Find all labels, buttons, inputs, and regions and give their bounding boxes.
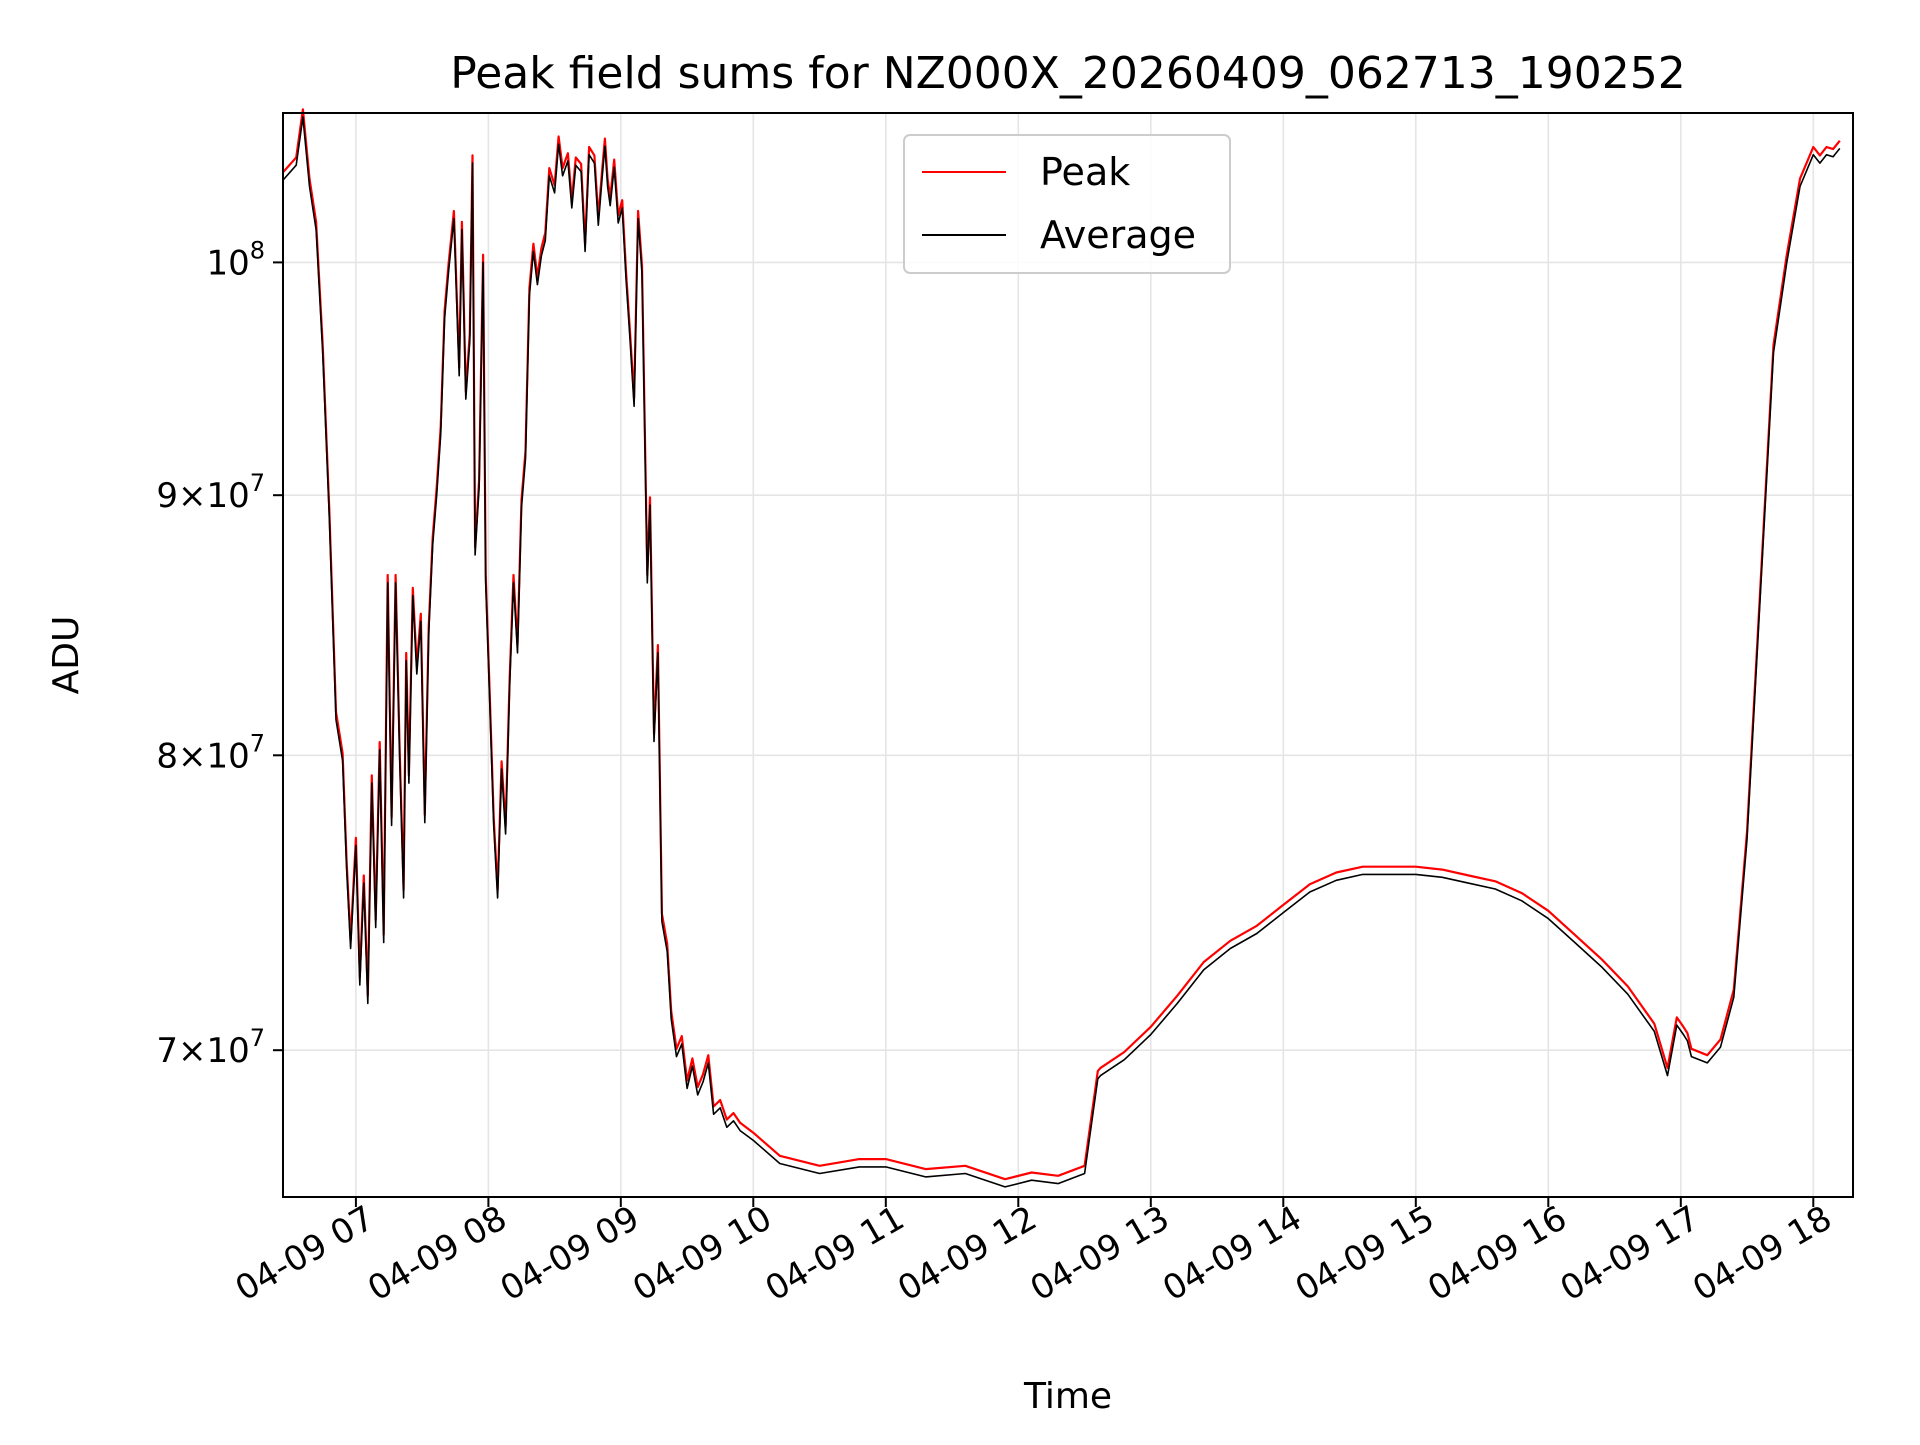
legend-label-average: Average [1040, 213, 1196, 257]
y-axis-label: ADU [46, 616, 87, 695]
chart-title: Peak field sums for NZ000X_20260409_0627… [450, 48, 1686, 99]
x-axis-label: Time [1023, 1376, 1112, 1417]
series-line-average [282, 116, 1841, 1188]
y-tick-label: 8×107 [156, 729, 265, 776]
axes-frame [282, 112, 1854, 1198]
plot-area [282, 108, 1841, 1188]
legend-box [903, 134, 1231, 274]
y-tick-label: 7×107 [156, 1024, 265, 1071]
legend-label-peak: Peak [1040, 150, 1130, 194]
y-gridlines [283, 261, 1853, 1051]
y-axis: 7×107 8×107 9×107 108 [156, 236, 283, 1071]
legend: Peak Average [903, 134, 1231, 274]
y-tick-label: 108 [206, 236, 265, 283]
y-tick-label: 9×107 [156, 469, 265, 516]
